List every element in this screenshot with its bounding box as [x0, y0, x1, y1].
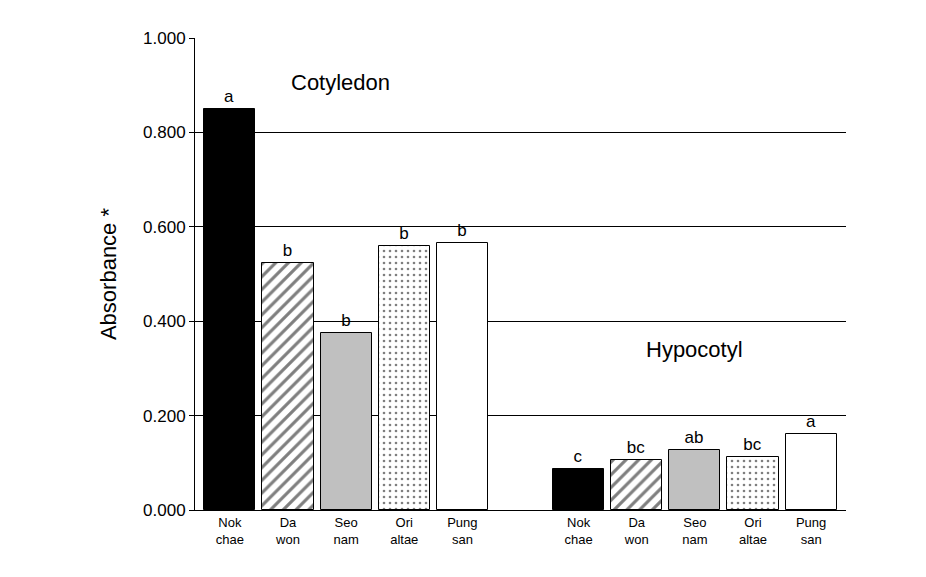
svg-text:0.600: 0.600 — [143, 218, 186, 237]
svg-text:a: a — [224, 87, 234, 106]
svg-text:Hypocotyl: Hypocotyl — [646, 337, 743, 362]
svg-text:Absorbance *: Absorbance * — [96, 208, 121, 341]
svg-text:bc: bc — [743, 435, 761, 454]
svg-text:Nokchae: Nokchae — [565, 515, 593, 547]
svg-text:b: b — [341, 311, 350, 330]
svg-text:0.000: 0.000 — [143, 501, 186, 520]
svg-text:Orialtae: Orialtae — [390, 515, 418, 547]
svg-text:0.800: 0.800 — [143, 123, 186, 142]
svg-text:0.400: 0.400 — [143, 312, 186, 331]
svg-text:Seonam: Seonam — [333, 515, 358, 547]
svg-text:ab: ab — [685, 428, 704, 447]
svg-text:1.000: 1.000 — [143, 29, 186, 48]
svg-text:Dawon: Dawon — [624, 515, 649, 547]
svg-text:Cotyledon: Cotyledon — [291, 70, 390, 95]
svg-text:Pungsan: Pungsan — [796, 515, 826, 547]
svg-text:0.200: 0.200 — [143, 407, 186, 426]
svg-text:Dawon: Dawon — [275, 515, 300, 547]
svg-text:Pungsan: Pungsan — [447, 515, 477, 547]
svg-text:Orialtae: Orialtae — [739, 515, 767, 547]
svg-text:b: b — [399, 224, 408, 243]
svg-text:a: a — [806, 412, 816, 431]
svg-text:bc: bc — [627, 438, 645, 457]
svg-text:b: b — [457, 221, 466, 240]
svg-text:Nokchae: Nokchae — [216, 515, 244, 547]
svg-text:c: c — [574, 447, 583, 466]
svg-text:b: b — [283, 241, 292, 260]
svg-text:Seonam: Seonam — [682, 515, 707, 547]
